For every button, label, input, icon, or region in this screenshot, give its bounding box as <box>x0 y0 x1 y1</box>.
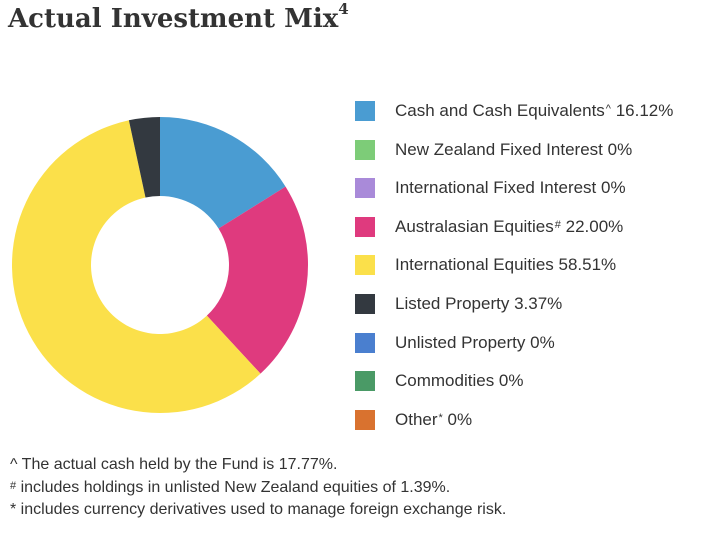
legend-item: Cash and Cash Equivalents^ 16.12% <box>355 99 673 138</box>
footnote: * includes currency derivatives used to … <box>10 499 506 522</box>
legend-swatch <box>355 216 375 237</box>
legend-item: Other* 0% <box>355 408 673 447</box>
legend-label: Listed Property 3.37% <box>395 292 562 316</box>
legend-item: New Zealand Fixed Interest 0% <box>355 138 673 177</box>
legend-label: Commodities 0% <box>395 369 524 393</box>
chart-title: Actual Investment Mix4 <box>8 0 349 34</box>
legend-label: Cash and Cash Equivalents^ 16.12% <box>395 99 673 123</box>
legend-category: Other <box>395 409 438 429</box>
legend-value: 0% <box>494 371 524 391</box>
legend-label: International Fixed Interest 0% <box>395 176 626 200</box>
legend-swatch <box>355 178 375 199</box>
legend-value: 0% <box>596 178 626 198</box>
legend-category: Cash and Cash Equivalents <box>395 101 605 120</box>
slice-australasian-equities <box>206 186 309 374</box>
title-footnote-marker: 4 <box>338 0 349 18</box>
slice-listed-property <box>128 117 160 198</box>
chart-title-text: Actual Investment Mix <box>8 4 339 34</box>
legend-value: 0% <box>525 332 555 352</box>
legend-item: Commodities 0% <box>355 369 673 408</box>
footnote-text: includes currency derivatives used to ma… <box>16 501 507 518</box>
legend-swatch <box>355 371 375 392</box>
legend-category: International Fixed Interest <box>395 178 597 198</box>
legend-footnote-marker: # <box>554 218 561 231</box>
legend-category: International Equities <box>395 255 554 275</box>
legend-footnote-marker: * <box>438 411 443 424</box>
legend-item: Australasian Equities# 22.00% <box>355 215 673 254</box>
footnote-text: The actual cash held by the Fund is 17.7… <box>17 456 338 473</box>
chart-legend: Cash and Cash Equivalents^ 16.12% New Zea… <box>355 99 673 446</box>
legend-item: Listed Property 3.37% <box>355 292 673 331</box>
legend-footnote-marker: ^ <box>605 103 611 115</box>
legend-category: Commodities <box>395 371 495 391</box>
legend-swatch <box>355 101 375 121</box>
legend-item: International Equities 58.51% <box>355 253 673 292</box>
legend-value: 3.37% <box>509 293 563 313</box>
legend-swatch <box>355 293 375 314</box>
legend-label: Other* 0% <box>395 408 472 432</box>
footnote-marker: ^ <box>10 456 18 473</box>
legend-category: Unlisted Property <box>395 332 526 352</box>
footnote-text: includes holdings in unlisted New Zealan… <box>16 478 451 496</box>
legend-label: Australasian Equities# 22.00% <box>395 215 623 239</box>
legend-label: International Equities 58.51% <box>395 253 616 277</box>
legend-swatch <box>355 139 375 160</box>
legend-item: Unlisted Property 0% <box>355 331 673 370</box>
legend-value: 16.12% <box>610 101 674 120</box>
donut-chart <box>12 117 309 414</box>
footnotes: ^ The actual cash held by the Fund is 17… <box>10 454 506 522</box>
legend-swatch <box>355 409 375 430</box>
legend-value: 0% <box>442 409 473 429</box>
slice-cash-and-cash-equivalents <box>160 117 286 229</box>
footnote-marker: # <box>10 479 17 492</box>
legend-category: New Zealand Fixed Interest <box>395 139 603 159</box>
footnote: ^ The actual cash held by the Fund is 17… <box>10 454 506 477</box>
legend-label: Unlisted Property 0% <box>395 331 555 355</box>
legend-item: International Fixed Interest 0% <box>355 176 673 215</box>
slice-international-equities <box>12 120 261 414</box>
legend-category: Listed Property <box>395 293 510 313</box>
legend-label: New Zealand Fixed Interest 0% <box>395 138 632 162</box>
legend-value: 22.00% <box>560 216 624 236</box>
legend-category: Australasian Equities <box>395 216 554 236</box>
footnote-marker: * <box>10 501 17 518</box>
footnote: # includes holdings in unlisted New Zeal… <box>10 477 506 500</box>
legend-swatch <box>355 332 375 353</box>
legend-value: 0% <box>602 139 633 159</box>
legend-value: 58.51% <box>553 255 617 275</box>
legend-swatch <box>355 255 375 276</box>
